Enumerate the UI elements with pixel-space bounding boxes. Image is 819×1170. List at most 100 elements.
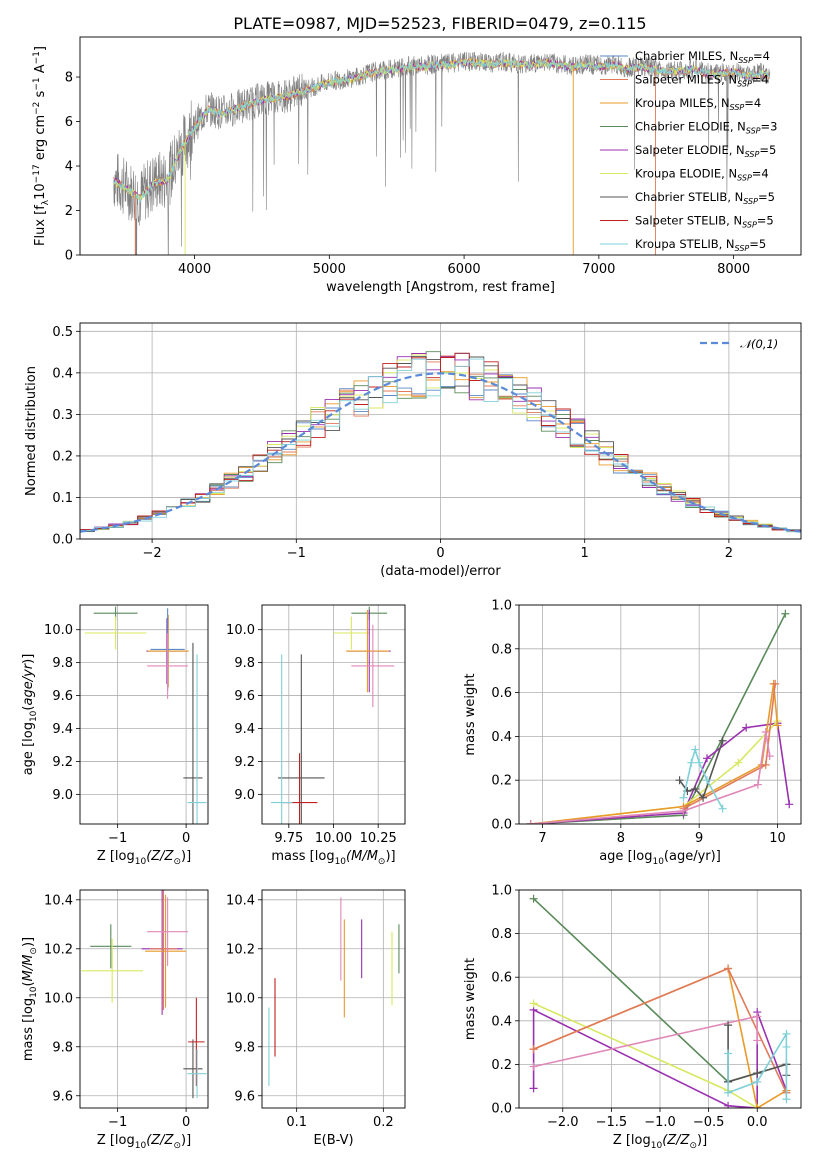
x-tick-label: 9.75 [274, 831, 303, 846]
series-line-chabrier_stelib [675, 736, 727, 802]
label-part: SSP [737, 80, 752, 89]
label-part: )] [181, 849, 191, 864]
series-marker [765, 752, 774, 761]
y-tick-label: 9.4 [52, 722, 73, 737]
x-axis-label: mass [log10(M/M⊙)] [271, 849, 395, 867]
label-part: 10 [33, 183, 48, 200]
legend-label: Salpeter ELODIE, NSSP=5 [635, 143, 776, 159]
series-marker [761, 728, 770, 737]
series-line-kroupa_elodie [529, 999, 762, 1108]
label-part: =4 [753, 49, 770, 63]
x-tick-label: −1 [287, 546, 306, 561]
x-tick-label: 10 [769, 831, 786, 846]
y-tick-label: 4 [65, 160, 73, 175]
label-part: −1 [32, 77, 42, 90]
series-path [727, 1031, 788, 1100]
label-part: −2 [32, 102, 42, 115]
series-marker [781, 609, 790, 618]
series-marker [761, 760, 770, 769]
label-part: ( [21, 981, 36, 986]
series-marker [724, 964, 733, 973]
x-tick-label: −1.5 [596, 1115, 628, 1130]
y-tick-label: 0.4 [52, 366, 73, 381]
legend-label: Chabrier MILES, NSSP=4 [635, 49, 770, 65]
label-part: Chabrier ELODIE, N [635, 120, 746, 134]
label-part: −17 [32, 164, 42, 183]
label-part: (Z/Z [662, 1133, 690, 1148]
y-tick-label: 6 [65, 115, 73, 130]
legend-label: 𝒩(0,1) [740, 337, 778, 351]
axes-frame [518, 889, 802, 1109]
x-axis-label: Z [log10(Z/Z⊙)] [97, 1133, 191, 1151]
series-marker [771, 679, 780, 688]
series-path [530, 722, 791, 824]
label-part: 10 [29, 986, 39, 998]
data-point [278, 654, 325, 824]
label-part: λ [41, 199, 51, 205]
y-tick-label: 0.8 [491, 642, 512, 657]
series-line-kroupa_elodie [526, 717, 782, 824]
series-marker [718, 736, 727, 745]
label-part: (age/yr)] [664, 849, 721, 864]
axes-frame [79, 36, 802, 256]
y-tick-label: 10.4 [226, 893, 255, 908]
label-part: age [log [599, 849, 652, 864]
series-marker [753, 1036, 762, 1045]
series-marker [695, 758, 704, 767]
series-marker [529, 894, 538, 903]
series-marker [742, 723, 751, 732]
data-point [149, 890, 178, 1011]
series-path [533, 1002, 758, 1108]
y-tick-label: 0.6 [491, 971, 512, 986]
x-axis-label: Z [log10(Z/Z⊙)] [97, 849, 191, 867]
label-part: Flux [f [33, 205, 48, 246]
series-marker [782, 1029, 791, 1038]
label-part: (Z/Z [146, 1133, 174, 1148]
legend-label: Kroupa STELIB, NSSP=5 [635, 237, 766, 253]
label-part: (Z/Z [146, 849, 174, 864]
panel-1: 4000 5000 6000 7000 8000 0 2 4 6 8 wavelength [Ang… [32, 36, 802, 295]
y-tick-label: 0.4 [491, 1014, 512, 1029]
series-path [533, 1015, 758, 1068]
data-point [333, 616, 370, 650]
y-tick-label: 10.0 [226, 991, 255, 1006]
label-part: =5 [758, 190, 775, 204]
legend: 𝒩(0,1) [700, 337, 778, 351]
x-axis-label: E(B-V) [313, 1133, 353, 1148]
observed-spectrum-line [113, 51, 771, 255]
plot-area [81, 890, 207, 1099]
y-tick-label: 9.6 [52, 689, 73, 704]
series-line-kroupa_stelib [724, 1029, 791, 1104]
x-tick-label: 10.25 [360, 831, 397, 846]
legend-label: Kroupa MILES, NSSP=4 [635, 96, 761, 112]
legend-label: Salpeter MILES, NSSP=4 [635, 73, 769, 89]
panel-7: 0.1 0.2 9.6 9.8 10.0 10.2 10.4 E(B-V) [226, 889, 406, 1148]
y-axis-label: Flux [fλ10−17 erg cm−2 s−1 A−1] [32, 46, 51, 246]
series-line-kroupa_miles [526, 679, 782, 824]
series-path [683, 683, 776, 810]
label-part: 10 [652, 857, 664, 867]
series-marker [753, 1012, 762, 1021]
legend-label: Chabrier ELODIE, NSSP=3 [635, 120, 777, 136]
axes-frame [261, 889, 406, 1109]
label-part: )] [697, 1133, 707, 1148]
label-part: 10 [29, 710, 39, 722]
label-part: erg cm [33, 115, 48, 164]
x-tick-label: 8000 [717, 262, 750, 277]
x-tick-label: −1 [108, 831, 127, 846]
series-marker [703, 776, 711, 785]
x-tick-label: 4000 [178, 262, 211, 277]
data-point [187, 654, 207, 824]
label-part: =5 [759, 143, 776, 157]
label-part: Salpeter MILES, N [635, 73, 737, 87]
data-point [187, 1049, 207, 1099]
y-tick-label: 1.0 [491, 599, 512, 614]
y-tick-label: 2 [65, 204, 73, 219]
label-part: A [33, 64, 48, 77]
label-part: mass [log [21, 998, 36, 1061]
y-tick-label: 10.0 [226, 623, 255, 638]
label-part: SSP [737, 174, 752, 183]
series-marker [679, 806, 688, 815]
label-part: )] [21, 654, 36, 664]
